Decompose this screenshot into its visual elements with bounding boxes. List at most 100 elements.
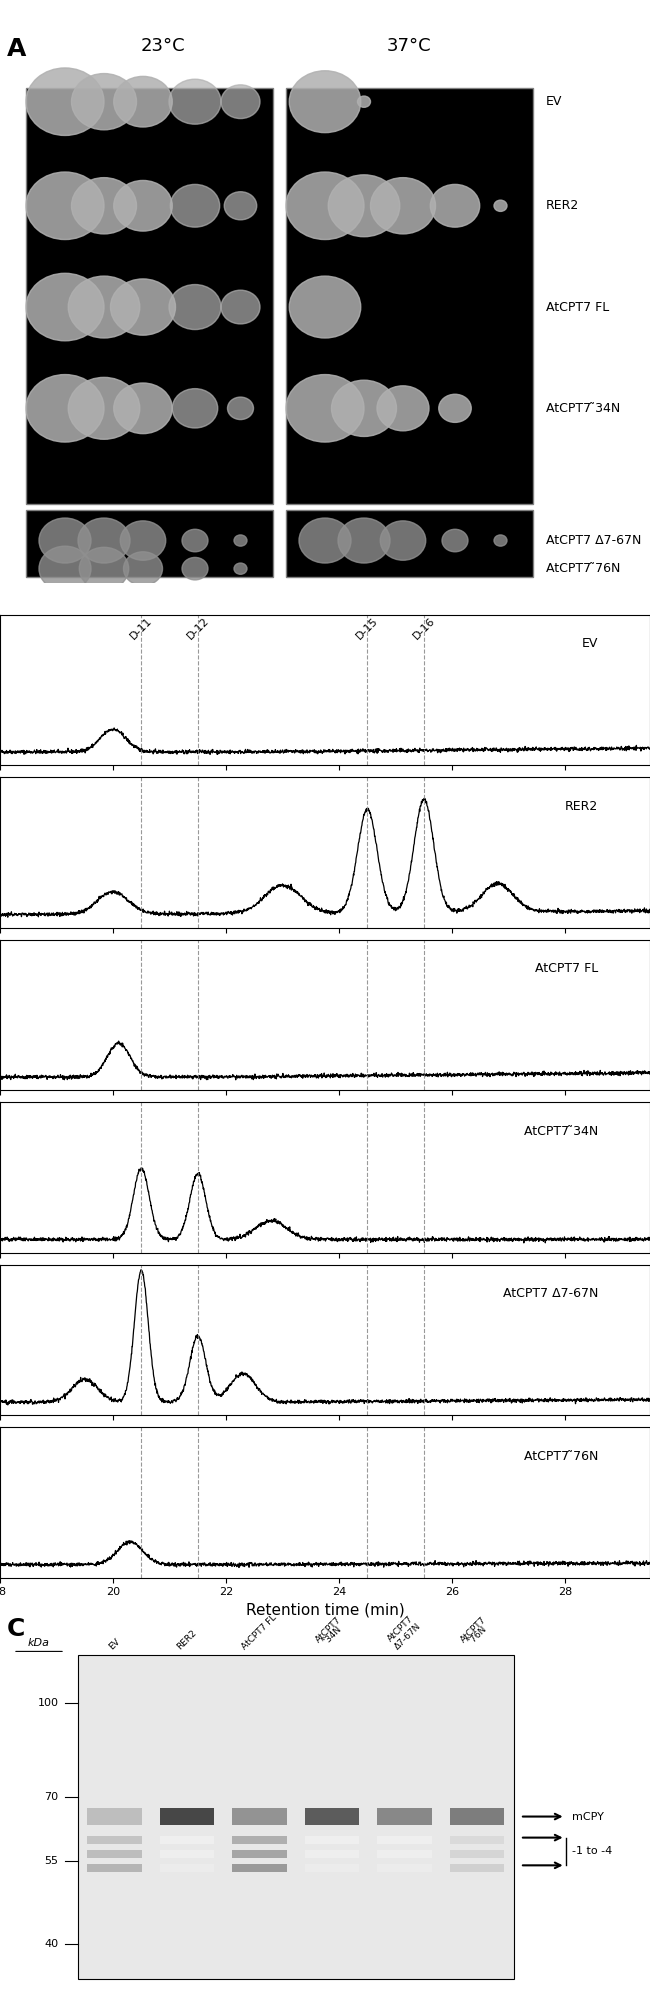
Circle shape (39, 547, 91, 591)
Bar (305, 1850, 359, 1858)
Text: 70: 70 (44, 1792, 58, 1802)
X-axis label: Retention time (min): Retention time (min) (246, 1603, 404, 1619)
Bar (286, 509, 533, 577)
Circle shape (114, 181, 172, 231)
Bar (286, 88, 533, 505)
Bar (305, 1836, 359, 1844)
Circle shape (494, 201, 507, 211)
Circle shape (111, 280, 176, 336)
Text: RER2: RER2 (546, 199, 579, 213)
Circle shape (120, 521, 166, 561)
Text: -1 to -4: -1 to -4 (572, 1846, 612, 1856)
Text: AtCPT7 ͂34N: AtCPT7 ͂34N (524, 1124, 598, 1138)
Text: AtCPT7 ͂76N: AtCPT7 ͂76N (524, 1450, 598, 1462)
Bar (450, 1864, 504, 1872)
Circle shape (68, 378, 140, 438)
Text: EV: EV (107, 1637, 122, 1651)
Text: 100: 100 (38, 1697, 58, 1707)
Bar (450, 1850, 504, 1858)
Text: C: C (6, 1617, 25, 1641)
Circle shape (169, 78, 221, 125)
Circle shape (114, 76, 172, 127)
Circle shape (227, 396, 254, 420)
Circle shape (170, 185, 220, 227)
Circle shape (494, 535, 507, 547)
Circle shape (78, 519, 130, 563)
Text: AtCPT7
͂76N: AtCPT7 ͂76N (459, 1615, 495, 1651)
Bar (378, 1836, 432, 1844)
Text: D-11: D-11 (129, 615, 154, 642)
Bar (378, 1864, 432, 1872)
Text: D-15: D-15 (354, 615, 380, 642)
Circle shape (72, 177, 136, 233)
Bar (160, 1864, 214, 1872)
Bar (450, 1808, 504, 1826)
Circle shape (79, 547, 129, 589)
Circle shape (234, 535, 247, 547)
Bar (26, 509, 273, 577)
Text: AtCPT7
Δ7-67N: AtCPT7 Δ7-67N (386, 1615, 423, 1651)
Text: AtCPT7 FL: AtCPT7 FL (546, 300, 609, 314)
Text: AtCPT7
͂34N: AtCPT7 ͂34N (314, 1615, 350, 1651)
Text: kDa: kDa (28, 1637, 50, 1647)
Text: AtCPT7 FL: AtCPT7 FL (535, 961, 598, 975)
Circle shape (72, 74, 136, 131)
Circle shape (221, 84, 260, 119)
Circle shape (26, 273, 104, 340)
Circle shape (234, 563, 247, 575)
Text: 23°C: 23°C (140, 36, 185, 54)
Bar (232, 1836, 287, 1844)
Circle shape (182, 529, 208, 551)
Text: AtCPT7 Δ7-67N: AtCPT7 Δ7-67N (502, 1287, 598, 1301)
Circle shape (26, 173, 104, 239)
Text: EV: EV (582, 637, 598, 650)
Bar (26, 88, 273, 505)
Text: EV: EV (546, 95, 562, 109)
Circle shape (439, 394, 471, 422)
Circle shape (380, 521, 426, 561)
Text: 55: 55 (44, 1856, 58, 1866)
Bar (232, 1864, 287, 1872)
Bar (378, 1850, 432, 1858)
Circle shape (338, 519, 390, 563)
Bar (87, 1850, 142, 1858)
Circle shape (332, 380, 396, 436)
Bar (87, 1836, 142, 1844)
Text: mCPY: mCPY (572, 1812, 604, 1822)
Circle shape (289, 276, 361, 338)
Bar (378, 1808, 432, 1826)
Text: AtCPT7 ͂76N: AtCPT7 ͂76N (546, 563, 620, 575)
Circle shape (68, 276, 140, 338)
Text: D-16: D-16 (411, 615, 437, 642)
Circle shape (221, 290, 260, 324)
Bar (87, 1864, 142, 1872)
Text: A: A (6, 36, 26, 60)
Circle shape (358, 97, 370, 107)
Circle shape (377, 386, 429, 430)
Text: AtCPT7 FL: AtCPT7 FL (240, 1613, 279, 1651)
Circle shape (182, 557, 208, 579)
Bar (232, 1808, 287, 1826)
Circle shape (286, 173, 364, 239)
Text: AtCPT7 Δ7-67N: AtCPT7 Δ7-67N (546, 535, 642, 547)
Bar (450, 1836, 504, 1844)
Bar (305, 1808, 359, 1826)
Bar (87, 1808, 142, 1826)
Bar (160, 1850, 214, 1858)
Circle shape (39, 519, 91, 563)
Bar (305, 1864, 359, 1872)
Circle shape (370, 177, 436, 233)
Text: 37°C: 37°C (387, 36, 432, 54)
Circle shape (286, 374, 364, 442)
Circle shape (289, 70, 361, 133)
Text: AtCPT7 ͂34N: AtCPT7 ͂34N (546, 402, 620, 414)
Text: RER2: RER2 (565, 800, 598, 812)
Circle shape (328, 175, 400, 237)
Circle shape (124, 551, 162, 585)
Circle shape (26, 68, 104, 135)
Circle shape (114, 382, 172, 434)
Circle shape (299, 519, 351, 563)
Text: D-12: D-12 (185, 615, 211, 642)
Text: 40: 40 (44, 1939, 58, 1949)
Bar (232, 1850, 287, 1858)
